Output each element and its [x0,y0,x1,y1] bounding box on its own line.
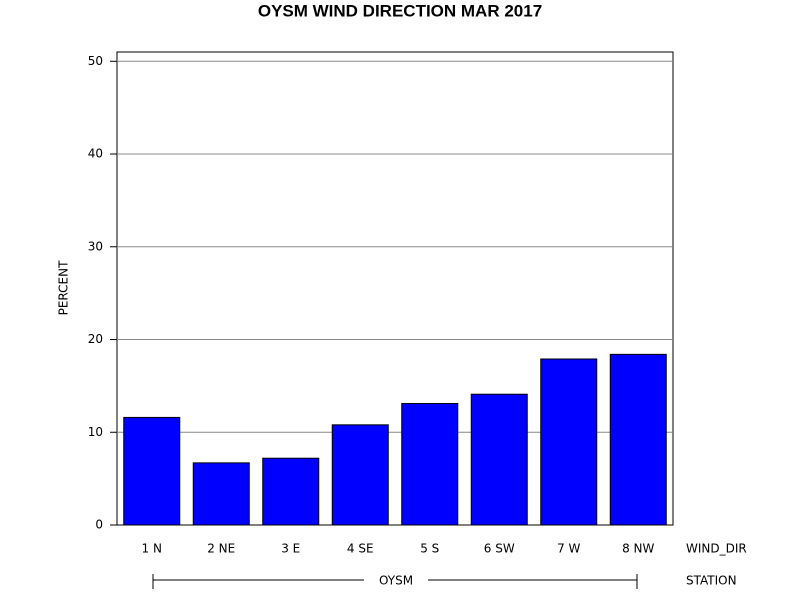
bar [540,358,598,526]
chart-title: OYSM WIND DIRECTION MAR 2017 [258,1,542,20]
x-tick-label: 1 N [142,542,162,556]
y-tick-label: 0 [95,518,103,532]
x-tick-label: 6 SW [484,542,515,556]
y-tick-label: 50 [88,54,103,68]
bar [401,403,459,526]
x-axis-label: WIND_DIR [686,542,747,556]
group-name: OYSM [379,574,413,588]
y-tick-label: 10 [88,425,103,439]
x-tick-label: 3 E [281,542,300,556]
x-tick-label: 7 W [557,542,580,556]
x-tick-label: 8 NW [622,542,654,556]
x-tick-label: 4 SE [347,542,374,556]
plot-area [116,51,674,526]
bar [262,457,320,526]
y-tick-label: 40 [88,147,103,161]
y-tick-label: 20 [88,332,103,346]
bar [192,462,250,526]
x-tick-label: 5 S [420,542,439,556]
bar [609,353,667,526]
x-tick-label: 2 NE [207,542,235,556]
y-tick-label: 30 [88,239,103,253]
group-axis-label: STATION [686,574,737,588]
bar [331,424,389,526]
bar [470,393,528,526]
y-axis-label: PERCENT [57,260,71,315]
bar [123,416,181,526]
